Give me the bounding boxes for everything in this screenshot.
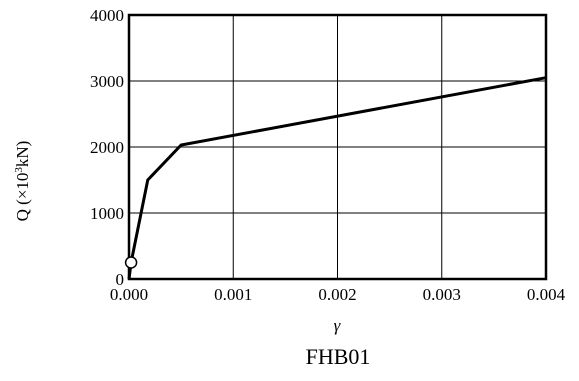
x-tick-label-4: 0.004: [527, 285, 566, 304]
y-axis-title-sup: 3: [13, 167, 25, 173]
data-marker-0: [124, 256, 138, 269]
y-axis-title-suffix: kN): [13, 141, 32, 167]
y-tick-label-1: 1000: [90, 204, 124, 223]
y-tick-label-2: 2000: [90, 138, 124, 157]
x-tick-label-3: 0.003: [423, 285, 461, 304]
y-tick-label-4: 4000: [90, 6, 124, 25]
x-axis-title: γ: [334, 316, 342, 335]
x-tick-label-1: 0.001: [214, 285, 252, 304]
x-tick-label-0: 0.000: [110, 285, 148, 304]
y-axis-title-prefix: Q (×10: [13, 173, 32, 222]
y-axis-title: Q (×103kN): [13, 141, 32, 222]
plot-frame: [127, 13, 548, 281]
marker-layer: [124, 256, 138, 269]
y-tick-label-0: 0: [116, 270, 125, 289]
grid: [129, 15, 546, 279]
x-tick-label-2: 0.002: [318, 285, 356, 304]
tick-labels: 0.000 0.001 0.002 0.003 0.004 0 1000 2000 3000 40…: [90, 6, 566, 304]
y-tick-label-3: 3000: [90, 72, 124, 91]
chart-caption: FHB01: [306, 344, 371, 369]
